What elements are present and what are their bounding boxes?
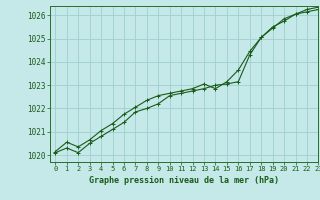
X-axis label: Graphe pression niveau de la mer (hPa): Graphe pression niveau de la mer (hPa) (89, 176, 279, 185)
